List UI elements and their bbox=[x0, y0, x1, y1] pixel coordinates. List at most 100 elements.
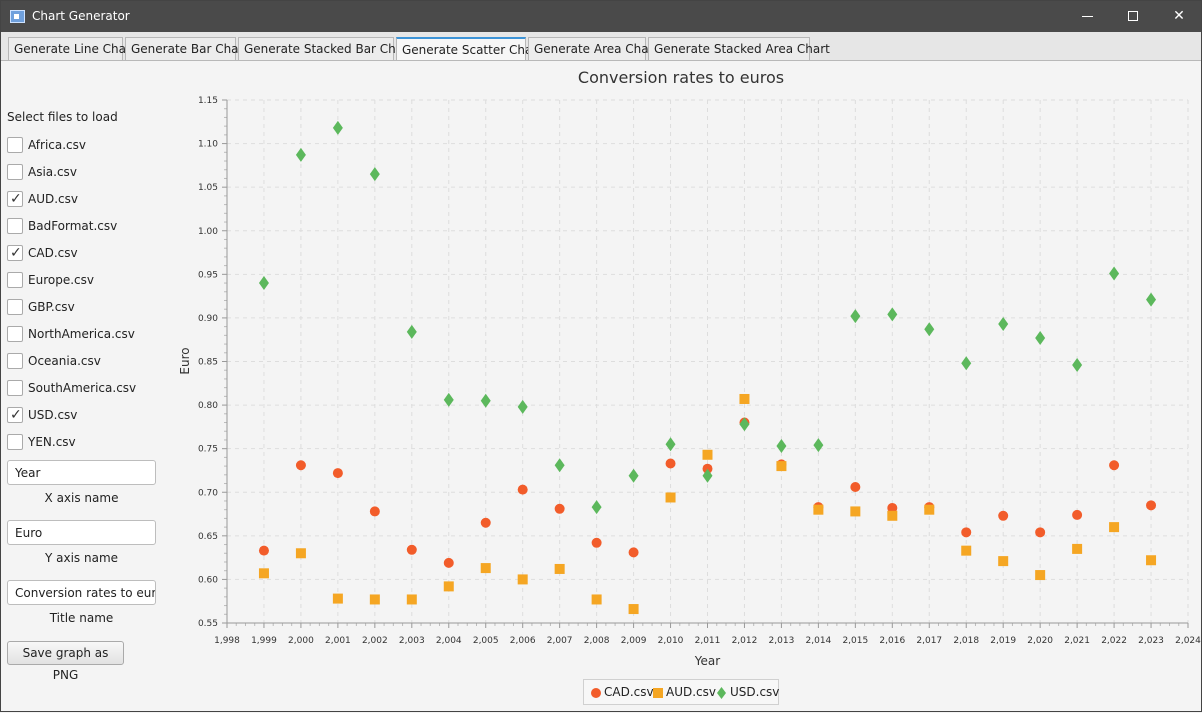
diamond-marker-icon bbox=[717, 687, 726, 699]
usd-data-point bbox=[480, 393, 491, 408]
aud-data-point bbox=[1035, 570, 1046, 581]
tab-generate-stacked-area-chart[interactable]: Generate Stacked Area Chart bbox=[648, 37, 830, 60]
y-axis-input[interactable]: Euro bbox=[7, 520, 156, 545]
chart-title: Conversion rates to euros bbox=[577, 68, 785, 87]
sidebar: Select files to load Africa.csv Asia.csv… bbox=[1, 61, 166, 711]
cad-data-point bbox=[628, 547, 639, 558]
file-checkbox-row[interactable]: NorthAmerica.csv bbox=[7, 326, 157, 344]
aud-data-point bbox=[332, 593, 343, 604]
usd-data-point bbox=[1035, 330, 1046, 345]
y-tick-label: 0.60 bbox=[198, 575, 218, 585]
checkbox[interactable] bbox=[7, 299, 23, 315]
checkbox[interactable] bbox=[7, 353, 23, 369]
checkbox[interactable] bbox=[7, 164, 23, 180]
cad-data-point bbox=[591, 537, 602, 548]
minimize-button[interactable] bbox=[1064, 1, 1110, 32]
aud-data-point bbox=[1109, 522, 1120, 533]
checkbox[interactable] bbox=[7, 137, 23, 153]
file-checkbox-row[interactable]: CAD.csv bbox=[7, 245, 157, 263]
x-tick-label: 2,017 bbox=[916, 636, 942, 646]
aud-data-point bbox=[443, 581, 454, 592]
checkbox[interactable] bbox=[7, 272, 23, 288]
checkbox[interactable] bbox=[7, 326, 23, 342]
y-tick-label: 0.85 bbox=[198, 358, 218, 368]
file-checkbox-row[interactable]: Africa.csv bbox=[7, 137, 157, 155]
usd-data-point bbox=[1072, 357, 1083, 372]
file-checkbox-row[interactable]: AUD.csv bbox=[7, 191, 157, 209]
select-files-label: Select files to load bbox=[7, 110, 118, 124]
tab-generate-scatter-chart[interactable]: Generate Scatter Chart bbox=[396, 37, 542, 60]
chart-points bbox=[258, 120, 1157, 615]
minimize-icon bbox=[1082, 16, 1093, 17]
file-checkbox-row[interactable]: Europe.csv bbox=[7, 272, 157, 290]
title-input[interactable]: Conversion rates to euros bbox=[7, 580, 156, 605]
cad-data-point bbox=[406, 544, 417, 555]
cad-data-point bbox=[998, 510, 1009, 521]
file-checkbox-row[interactable]: USD.csv bbox=[7, 407, 157, 425]
usd-data-point bbox=[702, 468, 713, 483]
x-tick-label: 2,002 bbox=[362, 636, 388, 646]
x-axis-input[interactable]: Year bbox=[7, 460, 156, 485]
tab-generate-bar-chart[interactable]: Generate Bar Chart bbox=[125, 37, 248, 60]
maximize-button[interactable] bbox=[1110, 1, 1156, 32]
file-checkbox-row[interactable]: YEN.csv bbox=[7, 434, 157, 452]
x-axis-label: Year bbox=[694, 654, 720, 668]
checkbox-checked[interactable] bbox=[7, 245, 23, 261]
tab-generate-stacked-bar-chart[interactable]: Generate Stacked Bar Chart bbox=[238, 37, 413, 60]
chart-axes: 1,998 1,999 2,000 2,001 2,002 2,003 2,004 2,005… bbox=[178, 96, 1201, 668]
file-checkbox-row[interactable]: BadFormat.csv bbox=[7, 218, 157, 236]
cad-data-point bbox=[1109, 460, 1120, 471]
x-tick-label: 2,011 bbox=[695, 636, 721, 646]
file-label: SouthAmerica.csv bbox=[28, 381, 137, 395]
checkbox[interactable] bbox=[7, 380, 23, 396]
file-checkbox-row[interactable]: GBP.csv bbox=[7, 299, 157, 317]
chart-tabs: Generate Line Chart Generate Bar Chart G… bbox=[1, 32, 1201, 61]
close-icon: ✕ bbox=[1173, 8, 1185, 24]
aud-data-point bbox=[1146, 555, 1157, 566]
checkbox[interactable] bbox=[7, 218, 23, 234]
title-bar: Chart Generator ✕ bbox=[1, 1, 1201, 32]
x-tick-label: 2,023 bbox=[1138, 636, 1164, 646]
x-tick-label: 1,999 bbox=[251, 636, 277, 646]
usd-data-point bbox=[332, 120, 343, 135]
x-tick-label: 2,018 bbox=[953, 636, 979, 646]
y-tick-label: 0.55 bbox=[198, 619, 218, 629]
save-graph-button[interactable]: Save graph as PNG bbox=[7, 641, 124, 682]
aud-data-point bbox=[628, 604, 639, 615]
file-checkbox-row[interactable]: Asia.csv bbox=[7, 164, 157, 182]
checkbox-checked[interactable] bbox=[7, 407, 23, 423]
usd-data-point bbox=[961, 356, 972, 371]
tab-generate-line-chart[interactable]: Generate Line Chart bbox=[8, 37, 136, 60]
usd-data-point bbox=[443, 392, 454, 407]
file-label: AUD.csv bbox=[28, 192, 78, 206]
usd-data-point bbox=[406, 324, 417, 339]
usd-data-point bbox=[258, 276, 269, 291]
file-checkbox-row[interactable]: SouthAmerica.csv bbox=[7, 380, 157, 398]
usd-data-point bbox=[1146, 292, 1157, 307]
file-checkbox-row[interactable]: Oceania.csv bbox=[7, 353, 157, 371]
usd-data-point bbox=[665, 437, 676, 452]
checkbox-checked[interactable] bbox=[7, 191, 23, 207]
close-button[interactable]: ✕ bbox=[1156, 1, 1202, 32]
aud-data-point bbox=[554, 563, 565, 574]
aud-data-point bbox=[887, 510, 898, 521]
cad-data-point bbox=[850, 482, 861, 493]
maximize-icon bbox=[1128, 11, 1138, 21]
x-tick-label: 2,005 bbox=[473, 636, 499, 646]
x-tick-label: 2,004 bbox=[436, 636, 462, 646]
aud-data-point bbox=[776, 461, 787, 472]
cad-data-point bbox=[1072, 509, 1083, 520]
aud-data-point bbox=[480, 563, 491, 574]
file-label: GBP.csv bbox=[28, 300, 75, 314]
aud-data-point bbox=[739, 393, 750, 404]
checkbox[interactable] bbox=[7, 434, 23, 450]
aud-data-point bbox=[406, 594, 417, 605]
x-tick-label: 2,014 bbox=[806, 636, 832, 646]
usd-data-point bbox=[850, 309, 861, 324]
x-tick-label: 2,019 bbox=[990, 636, 1016, 646]
legend-label: AUD.csv bbox=[666, 685, 716, 699]
tab-generate-area-chart[interactable]: Generate Area Chart bbox=[528, 37, 658, 60]
x-tick-label: 2,016 bbox=[879, 636, 905, 646]
